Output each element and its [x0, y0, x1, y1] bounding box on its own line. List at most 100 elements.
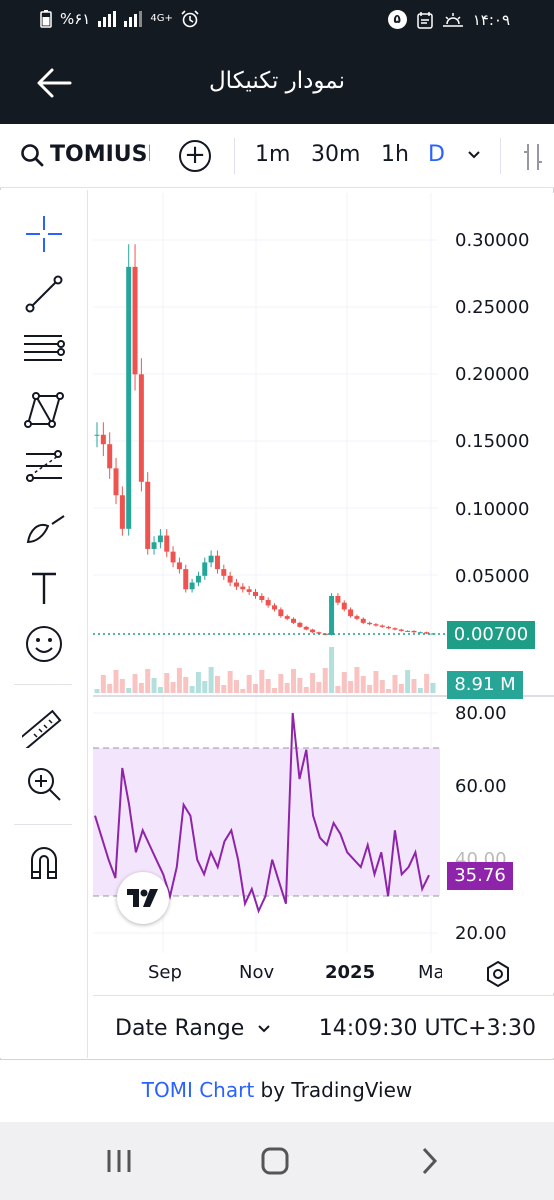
candle-body [386, 626, 392, 629]
tool-divider [14, 824, 72, 825]
time-axis-label: 2025 [325, 962, 376, 983]
volume-bar [303, 687, 309, 693]
settings-icon[interactable] [484, 960, 512, 988]
candle-body [189, 582, 195, 590]
time-axis-label: Ma [418, 962, 442, 983]
volume-bar [297, 678, 303, 693]
search-icon [21, 143, 44, 166]
candle-body [348, 609, 354, 617]
volume-bar [151, 678, 157, 693]
home-icon[interactable] [260, 1146, 290, 1176]
alarm-icon [181, 10, 199, 28]
crosshair-icon[interactable] [22, 212, 66, 256]
volume-bar [100, 675, 106, 693]
candle-body [310, 629, 316, 633]
candle-body [202, 562, 208, 576]
candle-body [107, 444, 113, 469]
price-chart[interactable] [93, 193, 554, 993]
calendar-icon [416, 11, 433, 29]
interval-1m[interactable]: 1m [255, 142, 291, 167]
volume-bars [94, 647, 436, 693]
candle-body [259, 595, 265, 601]
fib-retracement-icon[interactable] [22, 446, 66, 490]
volume-bar [272, 688, 278, 693]
time-axis-label: Nov [239, 962, 275, 983]
volume-bar [430, 683, 436, 693]
candle-body [411, 630, 417, 633]
signal-icon-2 [124, 11, 143, 27]
candle-body [157, 535, 163, 543]
pattern-icon[interactable] [22, 388, 66, 432]
emoji-icon[interactable] [22, 622, 66, 666]
volume-bar [316, 682, 322, 693]
timezone-clock[interactable]: 14:09:30 UTC+3:30 [318, 1016, 536, 1041]
candle-body [297, 622, 303, 627]
candle-body [284, 616, 290, 619]
volume-bar [183, 677, 189, 693]
volume-bar [138, 683, 144, 693]
candle-body [322, 633, 328, 635]
volume-bar [259, 670, 265, 693]
candlestick-series [94, 244, 436, 636]
volume-bar [113, 670, 119, 693]
tradingview-logo-icon [127, 889, 158, 907]
page-title: نمودار تکنیکال [208, 68, 346, 94]
candle-body [227, 575, 233, 583]
add-circle-icon[interactable]: + [179, 140, 211, 172]
volume-bar [221, 685, 227, 693]
candle-body [417, 632, 423, 634]
candle-body [170, 551, 176, 563]
text-icon[interactable] [22, 566, 66, 610]
candle-body [278, 609, 284, 617]
volume-bar [341, 672, 347, 693]
tomi-chart-link[interactable]: TOMI Chart [141, 1078, 255, 1102]
parallel-channel-icon[interactable] [22, 328, 66, 372]
volume-bar [411, 679, 417, 693]
arrow-left-icon[interactable] [34, 66, 74, 100]
volume-bar [240, 689, 246, 693]
candle-body [195, 575, 201, 583]
candle-body [329, 595, 335, 635]
drawing-toolbar [0, 190, 88, 1058]
magnet-icon[interactable] [22, 840, 66, 884]
volume-bar [132, 674, 138, 693]
date-range-button[interactable]: Date Range [115, 1016, 271, 1041]
interval-1h[interactable]: 1h [381, 142, 409, 167]
recent-apps-icon[interactable] [105, 1148, 133, 1174]
tradingview-logo[interactable] [117, 872, 169, 924]
volume-bar [157, 687, 163, 693]
chart-pane[interactable] [93, 193, 554, 993]
candle-body [94, 434, 100, 436]
candle-body [246, 589, 252, 592]
candle-body [164, 535, 170, 552]
weather-icon [442, 12, 463, 27]
interval-d[interactable]: D [428, 142, 445, 167]
candle-body [360, 618, 366, 623]
symbol-search[interactable]: TOMIUSD [20, 142, 150, 167]
zoom-in-icon[interactable] [22, 762, 66, 806]
volume-bar [335, 686, 341, 693]
interval-30m[interactable]: 30m [311, 142, 361, 167]
rsi-axis-label: 20.00 [455, 923, 507, 944]
volume-bar [417, 688, 423, 693]
toolbar-divider [500, 138, 501, 174]
candle-body [272, 605, 278, 610]
ruler-icon[interactable] [22, 704, 66, 748]
back-nav-icon[interactable] [418, 1146, 440, 1176]
volume-bar [360, 676, 366, 693]
brush-icon[interactable] [22, 506, 66, 550]
candle-body [233, 582, 239, 587]
chevron-down-icon[interactable] [466, 146, 482, 162]
rsi-axis-label: 80.00 [455, 703, 507, 724]
candle-body [291, 618, 297, 623]
network-type: 4G+ [150, 13, 173, 24]
status-bar: %۶۱ 4G+ ۵ ۱۴:۰۹ [0, 0, 554, 42]
volume-bar [126, 688, 132, 693]
bar-chart-icon[interactable] [521, 144, 545, 170]
volume-badge: 8.91 M [447, 671, 523, 699]
volume-bar [405, 670, 411, 693]
battery-icon [40, 10, 52, 28]
trend-line-icon[interactable] [22, 272, 66, 316]
candle-body [303, 626, 309, 630]
volume-bar [246, 675, 252, 693]
